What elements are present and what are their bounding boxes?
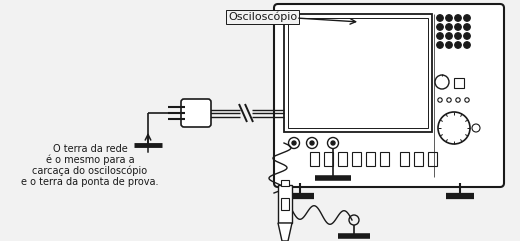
Circle shape — [455, 42, 461, 48]
Bar — [380, 152, 389, 166]
FancyBboxPatch shape — [274, 4, 504, 187]
Circle shape — [464, 42, 470, 48]
Circle shape — [464, 33, 470, 39]
Polygon shape — [278, 223, 292, 241]
Circle shape — [464, 24, 470, 30]
Circle shape — [437, 15, 443, 21]
Bar — [366, 152, 375, 166]
Bar — [338, 152, 347, 166]
Bar — [278, 185, 292, 223]
Circle shape — [455, 24, 461, 30]
Bar — [310, 152, 319, 166]
Circle shape — [446, 24, 452, 30]
Circle shape — [437, 33, 443, 39]
Bar — [284, 14, 432, 132]
Bar — [352, 152, 361, 166]
Circle shape — [446, 15, 452, 21]
Circle shape — [331, 141, 335, 145]
Circle shape — [437, 24, 443, 30]
Bar — [428, 152, 437, 166]
Bar — [454, 78, 464, 88]
Circle shape — [310, 141, 314, 145]
Bar — [324, 152, 333, 166]
Text: carcaça do osciloscópio: carcaça do osciloscópio — [32, 166, 148, 176]
Text: é o mesmo para a: é o mesmo para a — [46, 154, 134, 165]
Circle shape — [446, 33, 452, 39]
Bar — [400, 152, 409, 166]
Text: e o terra da ponta de prova.: e o terra da ponta de prova. — [21, 177, 159, 187]
FancyBboxPatch shape — [181, 99, 211, 127]
Text: Osciloscópio: Osciloscópio — [228, 12, 297, 22]
Text: O terra da rede: O terra da rede — [53, 144, 127, 154]
Circle shape — [437, 42, 443, 48]
Circle shape — [464, 15, 470, 21]
Bar — [414, 152, 423, 166]
Bar — [281, 180, 289, 186]
Circle shape — [455, 15, 461, 21]
Circle shape — [455, 33, 461, 39]
Circle shape — [292, 141, 296, 145]
Circle shape — [446, 42, 452, 48]
Bar — [288, 18, 428, 128]
Bar — [281, 198, 289, 210]
